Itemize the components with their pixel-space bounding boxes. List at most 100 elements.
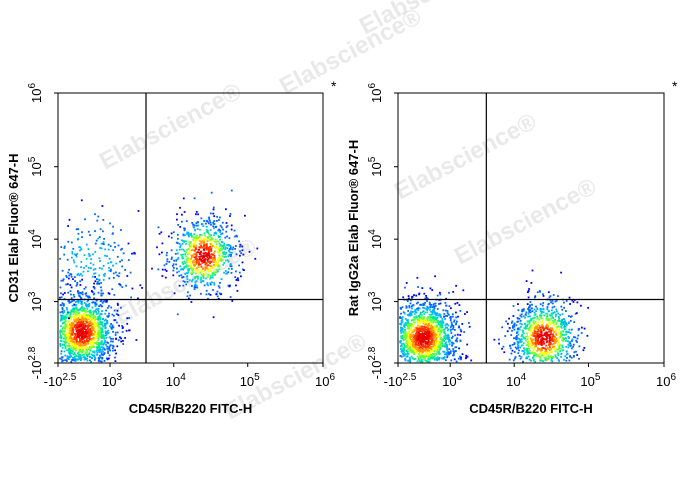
event-dot <box>563 326 565 329</box>
event-dot <box>193 288 196 290</box>
event-dot <box>533 311 536 314</box>
event-dot <box>70 334 72 337</box>
event-dot <box>78 246 81 248</box>
event-dot <box>109 270 112 273</box>
event-dot <box>430 348 433 351</box>
event-dot <box>182 197 185 200</box>
event-dot <box>427 327 429 330</box>
event-dot <box>443 335 446 338</box>
event-dot <box>122 340 124 342</box>
event-dot <box>564 328 567 331</box>
event-dot <box>564 355 567 358</box>
event-dot <box>418 336 420 338</box>
event-dot <box>429 337 432 340</box>
event-dot <box>533 359 535 362</box>
event-dot <box>64 317 67 320</box>
event-dot <box>186 295 189 298</box>
event-dot <box>105 300 108 303</box>
event-dot <box>459 340 462 342</box>
event-dot <box>88 303 91 305</box>
event-dot <box>211 271 214 274</box>
event-dot <box>76 282 79 284</box>
event-dot <box>76 274 79 276</box>
event-dot <box>125 284 127 287</box>
event-dot <box>445 334 448 337</box>
event-dot <box>512 325 514 328</box>
event-dot <box>196 236 198 239</box>
event-dot <box>517 327 520 330</box>
event-dot <box>256 247 259 250</box>
event-dot <box>401 319 404 321</box>
event-dot <box>92 354 94 357</box>
event-dot <box>565 337 568 340</box>
event-dot <box>101 340 104 343</box>
event-dot <box>407 347 410 350</box>
event-dot <box>549 333 552 336</box>
event-dot <box>176 252 179 255</box>
event-dot <box>71 330 74 333</box>
event-dot <box>220 226 223 229</box>
event-dot <box>550 355 553 358</box>
event-dot <box>101 357 104 360</box>
event-dot <box>207 270 209 273</box>
event-dot <box>202 267 204 270</box>
event-dot <box>103 325 106 327</box>
event-dot <box>205 267 208 269</box>
event-dot <box>195 248 197 250</box>
event-dot <box>170 232 173 235</box>
event-dot <box>416 343 419 346</box>
event-dot <box>419 349 422 351</box>
event-dot <box>439 324 442 326</box>
event-dot <box>74 356 76 358</box>
event-dot <box>67 277 70 280</box>
event-dot <box>443 315 445 318</box>
event-dot <box>546 334 548 337</box>
event-dot <box>543 357 546 359</box>
event-dot <box>85 305 88 308</box>
event-dot <box>101 346 103 348</box>
event-dot <box>92 329 95 332</box>
event-dot <box>88 331 91 334</box>
event-dot <box>402 342 405 345</box>
event-dot <box>103 342 105 345</box>
event-dot <box>182 233 185 236</box>
event-dot <box>80 261 83 263</box>
event-dot <box>545 335 548 338</box>
event-dot <box>433 306 436 309</box>
event-dot <box>192 266 194 269</box>
event-dot <box>192 245 195 247</box>
event-dot <box>429 336 432 339</box>
event-dot <box>442 329 445 331</box>
event-dot <box>210 265 213 268</box>
event-dot <box>428 316 431 318</box>
event-dot <box>92 315 95 317</box>
event-dot <box>446 349 449 352</box>
event-dot <box>94 230 96 232</box>
event-dot <box>527 315 529 318</box>
event-dot <box>542 293 544 296</box>
event-dot <box>521 329 524 332</box>
event-dot <box>420 335 423 338</box>
event-dot <box>404 353 407 355</box>
event-dot <box>435 338 438 340</box>
event-dot <box>437 330 439 332</box>
event-dot <box>431 349 433 352</box>
event-dot <box>180 253 183 256</box>
event-dot <box>555 299 558 302</box>
event-dot <box>206 259 209 261</box>
event-dot <box>410 339 413 341</box>
event-dot <box>428 319 431 321</box>
event-dot <box>563 323 566 325</box>
event-dot <box>410 310 413 313</box>
event-dot <box>217 262 219 265</box>
event-dot <box>543 314 546 317</box>
event-dot <box>210 261 213 263</box>
event-dot <box>61 314 64 317</box>
event-dot <box>77 314 80 316</box>
event-dot <box>444 338 447 341</box>
event-dot <box>431 353 434 355</box>
event-dot <box>222 228 224 231</box>
event-dot <box>450 341 453 344</box>
event-dot <box>83 310 86 312</box>
